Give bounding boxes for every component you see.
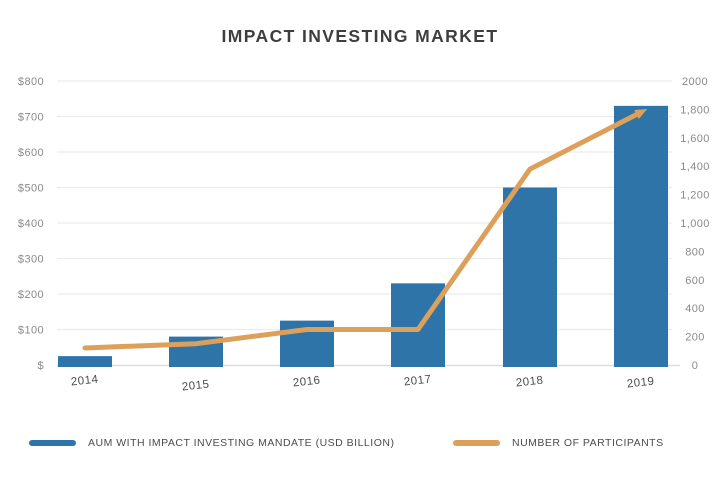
legend-label-aum: AUM WITH IMPACT INVESTING MANDATE (USD B… xyxy=(88,437,395,449)
left-axis-tick-label: $800 xyxy=(18,76,44,88)
chart-legend: AUM WITH IMPACT INVESTING MANDATE (USD B… xyxy=(0,430,720,460)
left-axis-tick-label: $100 xyxy=(18,325,44,337)
left-axis-tick-label: $300 xyxy=(18,254,44,266)
right-axis-tick-label: 1,000 xyxy=(680,218,710,230)
line-arrowhead-icon xyxy=(634,109,648,119)
left-axis-tick-label: $400 xyxy=(18,218,44,230)
x-axis-tick-label: 2014 xyxy=(70,374,99,389)
bar-2019 xyxy=(614,105,668,367)
right-axis-tick-label: 200 xyxy=(685,332,705,344)
right-axis-tick-label: 2000 xyxy=(682,76,708,88)
right-axis-tick-label: 400 xyxy=(685,303,705,315)
chart-svg: $800$700$600$500$400$300$200$100$20001,8… xyxy=(18,76,710,394)
legend-item-participants: NUMBER OF PARTICIPANTS xyxy=(453,430,664,456)
x-axis-tick-label: 2015 xyxy=(181,379,210,394)
x-axis-tick-label: 2018 xyxy=(515,375,544,390)
right-axis-tick-label: 1,800 xyxy=(680,104,710,116)
bar-2014 xyxy=(58,356,112,367)
right-axis-tick-label: 800 xyxy=(685,246,705,258)
x-axis-tick-label: 2017 xyxy=(403,374,432,389)
x-axis-tick-label: 2019 xyxy=(626,376,655,391)
legend-label-participants: NUMBER OF PARTICIPANTS xyxy=(512,437,664,449)
bar-2018 xyxy=(503,187,557,367)
right-axis-tick-label: 1,200 xyxy=(680,190,710,202)
left-axis-tick-label: $600 xyxy=(18,147,44,159)
legend-swatch-participants-line xyxy=(453,440,500,446)
right-axis-tick-label: 1,400 xyxy=(680,161,710,173)
left-axis-tick-label: $200 xyxy=(18,289,44,301)
participants-line xyxy=(82,109,644,351)
left-axis-tick-label: $ xyxy=(37,360,44,372)
x-axis-tick-label: 2016 xyxy=(292,375,321,390)
legend-swatch-aum-bar xyxy=(29,440,76,446)
right-axis-tick-label: 600 xyxy=(685,275,705,287)
left-axis-tick-label: $700 xyxy=(18,112,44,124)
right-axis-tick-label: 0 xyxy=(692,360,699,372)
left-axis-tick-label: $500 xyxy=(18,183,44,195)
right-axis-tick-label: 1,600 xyxy=(680,133,710,145)
legend-item-aum: AUM WITH IMPACT INVESTING MANDATE (USD B… xyxy=(29,430,394,456)
chart-title: IMPACT INVESTING MARKET xyxy=(221,26,499,46)
